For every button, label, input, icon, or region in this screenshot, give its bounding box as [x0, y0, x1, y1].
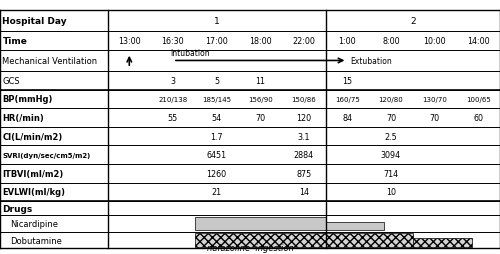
Text: 1: 1: [214, 17, 220, 26]
Bar: [194, 217, 326, 230]
Text: 2884: 2884: [294, 151, 314, 160]
Text: 2.5: 2.5: [384, 132, 398, 141]
Text: Time: Time: [2, 37, 28, 46]
Text: 70: 70: [430, 114, 440, 122]
Text: 3.1: 3.1: [298, 132, 310, 141]
Text: 5: 5: [214, 76, 219, 85]
Text: BP(mmHg): BP(mmHg): [2, 95, 53, 104]
Text: 60: 60: [473, 114, 483, 122]
Text: 21: 21: [212, 188, 222, 197]
Text: 14:00: 14:00: [467, 37, 489, 46]
Text: 156/90: 156/90: [248, 97, 272, 102]
Text: 17:00: 17:00: [205, 37, 228, 46]
Text: 55: 55: [168, 114, 178, 122]
Text: Extubation: Extubation: [350, 57, 392, 66]
Text: 1:00: 1:00: [338, 37, 356, 46]
Text: 14: 14: [299, 188, 309, 197]
Text: 2: 2: [410, 17, 416, 26]
Text: 120: 120: [296, 114, 312, 122]
Text: 18:00: 18:00: [249, 37, 272, 46]
Text: nafazoline  ingestion: nafazoline ingestion: [206, 243, 294, 252]
Text: GCS: GCS: [2, 76, 20, 85]
Text: 70: 70: [255, 114, 265, 122]
Text: 1260: 1260: [206, 169, 227, 178]
Text: 160/75: 160/75: [335, 97, 359, 102]
Text: 3094: 3094: [381, 151, 401, 160]
Text: 54: 54: [212, 114, 222, 122]
Text: 6451: 6451: [206, 151, 227, 160]
Text: Mechanical Ventilation: Mechanical Ventilation: [2, 57, 98, 66]
Text: 150/86: 150/86: [292, 97, 316, 102]
Bar: [194, 233, 413, 247]
Text: Drugs: Drugs: [2, 204, 33, 213]
Text: EVLWI(ml/kg): EVLWI(ml/kg): [2, 188, 66, 197]
Text: 84: 84: [342, 114, 352, 122]
Text: 120/80: 120/80: [378, 97, 404, 102]
Text: 22:00: 22:00: [292, 37, 315, 46]
Text: 875: 875: [296, 169, 312, 178]
Text: 10:00: 10:00: [424, 37, 446, 46]
Text: 130/70: 130/70: [422, 97, 447, 102]
Text: Dobutamine: Dobutamine: [10, 236, 62, 245]
Bar: [326, 223, 384, 230]
Text: 210/138: 210/138: [158, 97, 188, 102]
Text: CI(L/min/m2): CI(L/min/m2): [2, 132, 63, 141]
Text: 3: 3: [170, 76, 175, 85]
Text: 13:00: 13:00: [118, 37, 141, 46]
Text: 100/65: 100/65: [466, 97, 490, 102]
Text: 1.7: 1.7: [210, 132, 223, 141]
Text: 10: 10: [386, 188, 396, 197]
Text: Hospital Day: Hospital Day: [2, 17, 67, 26]
Text: ITBVI(ml/m2): ITBVI(ml/m2): [2, 169, 64, 178]
Text: 8:00: 8:00: [382, 37, 400, 46]
Bar: [413, 239, 472, 247]
Text: Nicardipine: Nicardipine: [10, 219, 58, 228]
Text: 185/145: 185/145: [202, 97, 231, 102]
Text: SVRI(dyn/sec/cm5/m2): SVRI(dyn/sec/cm5/m2): [2, 152, 91, 158]
Text: 70: 70: [386, 114, 396, 122]
Text: 714: 714: [384, 169, 398, 178]
Text: 16:30: 16:30: [162, 37, 184, 46]
Text: 11: 11: [255, 76, 265, 85]
Text: 15: 15: [342, 76, 352, 85]
Text: HR(/min): HR(/min): [2, 114, 44, 122]
Text: Intubation: Intubation: [170, 49, 210, 57]
